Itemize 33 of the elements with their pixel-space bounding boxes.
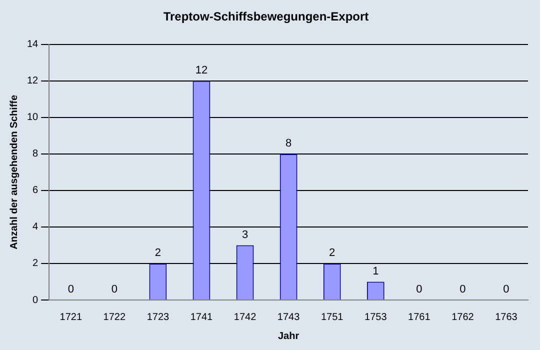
data-label: 2 [154,247,162,260]
data-label: 0 [68,284,74,296]
x-tick-label: 1722 [103,312,126,323]
chart-title: Treptow-Schiffsbewegungen-Export [163,10,369,24]
y-tick-label: 10 [27,112,39,124]
y-tick-label: 4 [32,222,39,233]
x-tick-label: 1741 [190,312,214,323]
data-label: 0 [503,284,510,296]
y-tick-label: 2 [32,258,39,270]
data-label: 3 [242,228,248,241]
x-tick-label: 1762 [452,312,474,323]
x-tick-label: 1763 [495,312,518,323]
y-tick-label: 8 [32,148,39,160]
x-tick-label: 1753 [364,312,388,323]
x-tick-label: 1742 [234,312,257,323]
x-tick-label: 1743 [277,312,300,323]
data-label: 2 [329,247,336,260]
data-label: 0 [416,284,422,296]
data-label: 0 [111,284,118,296]
data-label: 1 [372,265,379,278]
data-label: 12 [195,64,208,76]
y-tick-label: 0 [32,294,39,306]
x-axis-title: Jahr [278,330,300,342]
data-label: 0 [460,284,466,296]
x-tick-label: 1721 [60,312,82,323]
data-label: 8 [286,137,292,150]
y-axis-title: Anzahl der ausgehenden Schiffe [8,94,20,250]
y-tick-label: 14 [27,39,39,50]
y-tick-label: 6 [32,185,39,196]
x-tick-label: 1761 [408,312,431,323]
y-tick-label: 12 [27,76,39,87]
x-tick-label: 1723 [146,312,170,323]
x-tick-label: 1751 [320,312,344,323]
